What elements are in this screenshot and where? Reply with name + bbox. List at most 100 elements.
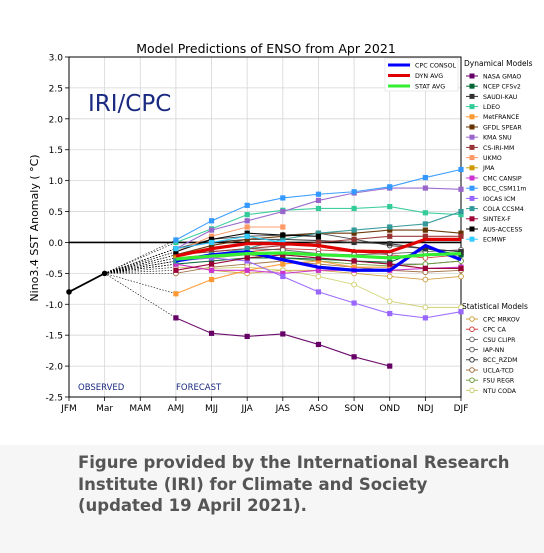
- series-line: [175, 235, 283, 250]
- data-point: [173, 246, 179, 252]
- iri-cpc-watermark: IRI/CPC: [88, 91, 171, 117]
- legend-label: IOCAS ICM: [483, 196, 516, 203]
- fan-line: [104, 251, 176, 274]
- caption-line-3: (updated 19 April 2021).: [78, 496, 307, 515]
- fan-line: [104, 242, 177, 274]
- legend-marker: [469, 134, 475, 140]
- data-point: [280, 232, 286, 238]
- legend-marker: [469, 316, 475, 322]
- data-point: [280, 242, 286, 249]
- x-tick-label: JJA: [241, 404, 254, 414]
- data-point: [458, 212, 464, 218]
- data-point: [173, 315, 179, 321]
- legend-label: BCC_RZDM: [483, 357, 518, 364]
- data-point: [280, 273, 286, 280]
- data-point: [244, 212, 250, 218]
- y-axis-label: Nino3.4 SST Anomaly ( °C): [28, 154, 41, 301]
- legend-label: AUS-ACCESS: [483, 226, 522, 233]
- data-point: [422, 233, 428, 239]
- summary-series: [175, 237, 462, 272]
- legend-label: STAT AVG: [415, 84, 445, 91]
- fan-line: [104, 248, 177, 274]
- caption-line-1: Figure provided by the International Res…: [78, 453, 510, 472]
- data-point: [208, 218, 215, 224]
- y-tick-label: 1.0: [49, 177, 64, 187]
- data-point: [422, 210, 428, 216]
- data-point: [208, 239, 215, 246]
- series-line: [175, 226, 283, 253]
- data-point: [208, 236, 215, 242]
- observed-label: OBSERVED: [78, 383, 125, 393]
- data-point: [244, 224, 250, 230]
- x-tick-label: JFM: [60, 404, 77, 414]
- data-point: [422, 185, 428, 191]
- data-point: [244, 230, 250, 236]
- legend-marker: [469, 387, 475, 394]
- data-point: [208, 258, 215, 264]
- data-point: [351, 239, 357, 246]
- data-point: [280, 252, 286, 258]
- x-tick-label: NDJ: [417, 404, 433, 414]
- data-point: [315, 239, 322, 246]
- data-point: [208, 330, 215, 336]
- y-tick-label: 0.5: [49, 208, 63, 218]
- data-point: [173, 267, 179, 273]
- data-point: [422, 174, 428, 181]
- data-point: [387, 363, 393, 369]
- y-tick-label: -1.0: [45, 301, 63, 311]
- data-point: [387, 310, 393, 317]
- legend-marker: [469, 226, 475, 232]
- legend-marker: [469, 175, 475, 181]
- x-tick-label: SON: [344, 404, 364, 414]
- x-tick-label: JAS: [275, 404, 291, 414]
- data-point: [208, 255, 215, 261]
- y-tick-label: -0.5: [45, 270, 63, 280]
- observed-series: [66, 270, 108, 295]
- data-point: [387, 264, 393, 270]
- data-point: [422, 246, 428, 252]
- data-point: [315, 273, 322, 280]
- legend-label: SAUDI-KAU: [483, 94, 517, 101]
- legend-marker: [469, 155, 475, 161]
- data-point: [208, 249, 215, 255]
- data-point: [244, 255, 250, 261]
- fan-line: [104, 254, 176, 274]
- data-point: [315, 233, 322, 239]
- data-point: [315, 341, 322, 348]
- data-point: [351, 230, 357, 236]
- data-point: [208, 261, 215, 267]
- data-point: [458, 249, 464, 255]
- data-point: [315, 255, 322, 261]
- data-point: [173, 237, 179, 243]
- fan-line: [104, 239, 177, 274]
- data-point: [244, 246, 250, 252]
- legend-label: IAP-NN: [483, 347, 505, 354]
- data-point: [173, 249, 179, 255]
- legend-label: NTU CODA: [483, 388, 517, 395]
- x-tick-label: AMJ: [168, 404, 185, 414]
- data-point: [387, 224, 393, 230]
- legend-label: GFDL SPEAR: [483, 124, 522, 131]
- data-point: [387, 184, 393, 190]
- y-tick-label: 0.0: [49, 239, 64, 249]
- legend-marker: [469, 326, 475, 332]
- data-point: [244, 233, 250, 239]
- legend-marker: [469, 357, 475, 363]
- data-point: [315, 191, 322, 197]
- data-point: [280, 261, 286, 267]
- axes: 3.0 2.5 2.0 1.5 1.0 0.5 0.0 -0.5 -1.0 -1.5 -2.0 -2.…: [45, 54, 468, 415]
- summary-line: [175, 237, 461, 258]
- legend-label: LDEO: [483, 104, 500, 111]
- legend-label: CPC CA: [483, 327, 507, 334]
- forecast-label: FORECAST: [176, 383, 222, 393]
- legend-marker: [469, 185, 475, 191]
- fan-lines: [104, 239, 177, 319]
- legend-marker: [469, 236, 475, 242]
- data-point: [173, 291, 179, 297]
- data-point: [244, 333, 250, 340]
- legend-marker: [469, 216, 475, 222]
- data-point: [386, 273, 393, 280]
- data-point: [315, 230, 322, 236]
- legend-label: KMA SNU: [483, 135, 512, 142]
